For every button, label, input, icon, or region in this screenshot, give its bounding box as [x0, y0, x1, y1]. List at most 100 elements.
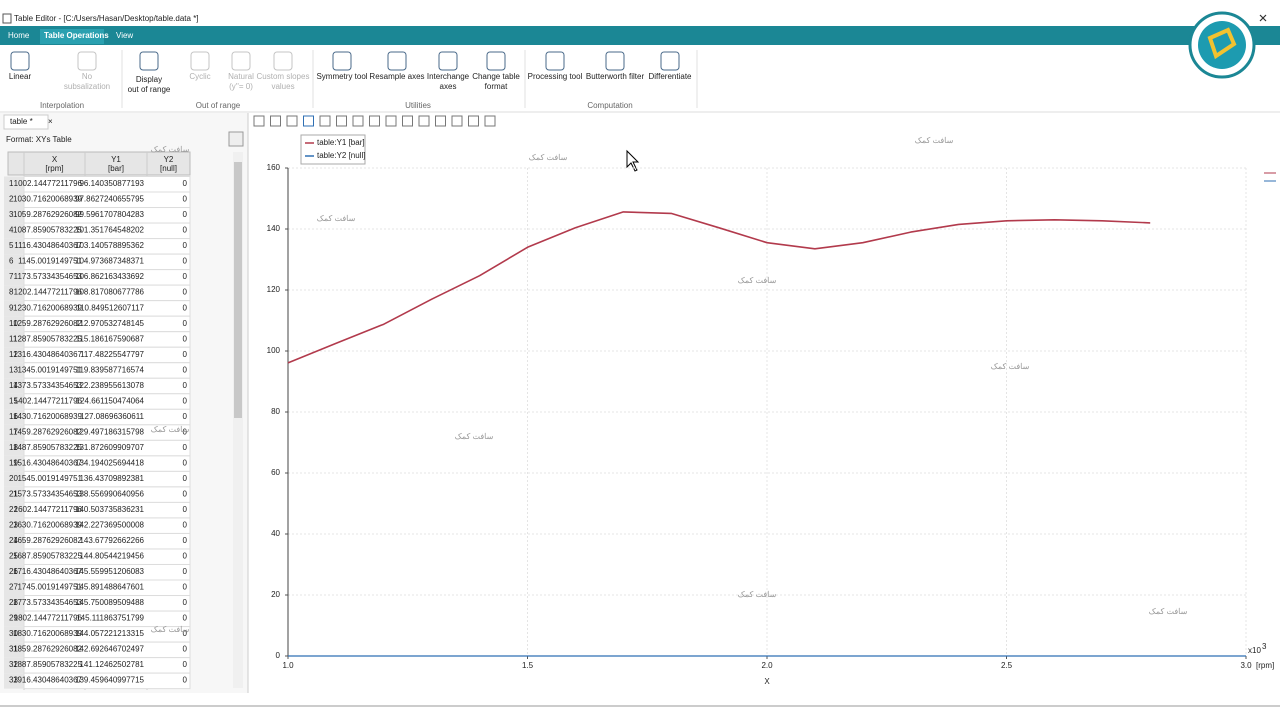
ribbon-tab[interactable]: Table Operations [44, 31, 109, 40]
toolbar-icon[interactable] [352, 115, 364, 127]
cell[interactable]: 103.140578895362 [75, 241, 145, 250]
ribbon-button-label[interactable]: Cyclic [189, 72, 210, 81]
ribbon-icon[interactable] [387, 51, 407, 71]
cell[interactable]: 1716.43048640367 [13, 567, 83, 576]
cell[interactable]: 1630.71620068939 [13, 521, 83, 530]
cell[interactable]: 1859.28762926082 [13, 645, 83, 654]
cell[interactable]: 1830.71620068939 [13, 629, 83, 638]
cell[interactable]: 0 [183, 319, 188, 328]
cell[interactable]: 101.351764548202 [75, 226, 145, 235]
toolbar-icon[interactable] [385, 115, 397, 127]
ribbon-icon[interactable] [190, 51, 210, 71]
toolbar-icon[interactable] [319, 115, 331, 127]
ribbon-icon[interactable] [660, 51, 680, 71]
cell[interactable]: 1602.14477211796 [14, 505, 83, 514]
cell[interactable]: 110.849512607117 [76, 303, 144, 312]
ribbon-icon[interactable] [605, 51, 625, 71]
toolbar-icon[interactable] [435, 115, 446, 127]
cell[interactable]: 117.48225547797 [80, 350, 144, 359]
cell[interactable]: 0 [183, 179, 188, 188]
cell[interactable]: 145.891488647601 [75, 583, 145, 592]
cell[interactable]: 0 [183, 567, 188, 576]
cell[interactable]: 1059.28762926082 [13, 210, 83, 219]
cell[interactable]: 142.227369500008 [75, 521, 145, 530]
cell[interactable]: 0 [183, 614, 188, 623]
cell[interactable]: 0 [183, 334, 188, 343]
ribbon-button-label[interactable]: Symmetry tool [316, 72, 367, 81]
ribbon-icon[interactable] [77, 51, 97, 71]
cell[interactable]: 0 [183, 598, 188, 607]
ribbon-button-label[interactable]: axes [440, 82, 457, 91]
cell[interactable]: 0 [183, 521, 188, 530]
toolbar-icon[interactable] [303, 115, 314, 127]
cell[interactable]: 99.5961707804283 [75, 210, 145, 219]
cell[interactable]: 108.817080677786 [75, 288, 145, 297]
cell[interactable]: 1259.28762926082 [13, 319, 83, 328]
toolbar-icon[interactable] [484, 115, 496, 127]
cell[interactable]: 106.862163433692 [75, 272, 145, 281]
ribbon-button-label[interactable]: Linear [9, 72, 32, 81]
ribbon-button-label[interactable]: format [485, 82, 508, 91]
cell[interactable]: 145.111863751799 [76, 614, 144, 623]
cell[interactable]: 1773.57334354653 [13, 598, 83, 607]
ribbon-icon[interactable] [545, 51, 565, 71]
tab-active[interactable] [40, 29, 104, 44]
cell[interactable]: 127.08696360611 [80, 412, 144, 421]
ribbon-tab[interactable]: Home [8, 31, 30, 40]
cell[interactable]: 1802.14477211796 [14, 614, 83, 623]
cell[interactable]: 0 [183, 536, 188, 545]
cell[interactable]: 1402.14477211796 [14, 396, 83, 405]
cell[interactable]: 112.970532748145 [76, 319, 145, 328]
cell[interactable]: 1573.57334354653 [13, 490, 83, 499]
cell[interactable]: 0 [183, 427, 188, 436]
cell[interactable]: 1373.57334354653 [13, 381, 83, 390]
cell[interactable]: 1002.14477211796 [14, 179, 83, 188]
format-button[interactable] [228, 131, 244, 147]
cell[interactable]: 129.497186315798 [75, 427, 145, 436]
cell[interactable]: 1516.43048640367 [13, 458, 83, 467]
ribbon-button-label[interactable]: No [82, 72, 93, 81]
cell[interactable]: 1287.85905783225 [13, 334, 83, 343]
cell[interactable]: 134.194025694418 [75, 458, 145, 467]
cell[interactable]: 142.692646702497 [75, 645, 145, 654]
cell[interactable]: 0 [183, 396, 188, 405]
cell[interactable]: 1487.85905783225 [13, 443, 83, 452]
cell[interactable]: 1687.85905783225 [13, 552, 83, 561]
toolbar-icon[interactable] [270, 115, 281, 127]
ribbon-button-label[interactable]: Change table [472, 72, 520, 81]
cell[interactable]: 0 [183, 676, 188, 685]
cell[interactable]: 0 [183, 381, 188, 390]
cell[interactable]: 0 [183, 645, 188, 654]
cell[interactable]: 1316.43048640367 [13, 350, 83, 359]
cell[interactable]: 119.839587716574 [76, 365, 145, 374]
cell[interactable]: 0 [183, 303, 188, 312]
cell[interactable]: 1230.71620068939 [13, 303, 83, 312]
toolbar-icon[interactable] [253, 115, 265, 127]
ribbon-button-label[interactable]: Interchange [427, 72, 470, 81]
cell[interactable]: 139.459640997715 [75, 676, 145, 685]
cell[interactable]: 0 [183, 583, 188, 592]
scrollbar[interactable] [233, 152, 243, 688]
cell[interactable]: 0 [183, 241, 188, 250]
cell[interactable]: 1659.28762926082 [13, 536, 83, 545]
toolbar-icon[interactable] [286, 115, 298, 127]
cell[interactable]: 0 [183, 505, 188, 514]
cell[interactable]: 1745.0019149751 [17, 583, 82, 592]
ribbon-button-label[interactable]: subsalization [64, 82, 110, 91]
cell[interactable]: 115.186167590687 [76, 334, 145, 343]
ribbon-icon[interactable] [486, 51, 506, 71]
ribbon-button-label[interactable]: Custom slopes [257, 72, 310, 81]
tab-close[interactable]: × [48, 117, 53, 126]
toolbar-icon[interactable] [468, 115, 479, 127]
toolbar-icon[interactable] [451, 115, 463, 127]
toolbar-icon[interactable] [369, 115, 380, 127]
cell[interactable]: 96.140350877193 [79, 179, 144, 188]
ribbon-button-label[interactable]: Resample axes [369, 72, 424, 81]
cell[interactable]: 0 [183, 629, 188, 638]
cell[interactable]: 97.8627240655795 [75, 195, 145, 204]
toolbar-icon[interactable] [402, 115, 413, 127]
ribbon-icon[interactable] [438, 51, 458, 71]
cell[interactable]: 0 [183, 195, 188, 204]
cell[interactable]: 131.872609909707 [75, 443, 145, 452]
cell[interactable]: 0 [183, 350, 188, 359]
